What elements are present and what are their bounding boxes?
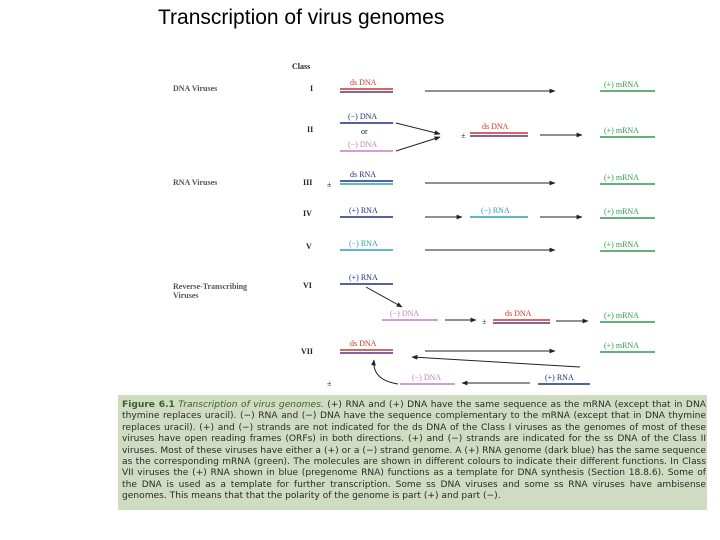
pm-label: ± [482,317,487,326]
mrna-label: (+) mRNA [604,80,639,89]
figure-title: Transcription of virus genomes. [178,400,324,410]
strand-label: (+) RNA [545,373,574,382]
or-label: or [361,127,368,136]
figure-caption: Figure 6.1 Transcription of virus genome… [122,400,706,503]
strand-label: (+) RNA [349,273,378,282]
mrna-label: (+) mRNA [604,173,639,182]
arrow [395,122,441,136]
class-2-row: (−) DNA or (−) DNA ± ds DNA (+) mRNA [340,112,655,152]
caption-body: (+) RNA and (+) DNA have the same sequen… [122,400,706,502]
strand-label: (−) DNA [412,373,441,382]
strand-label: ds DNA [505,309,532,318]
mrna-label: (+) mRNA [604,207,639,216]
pm-label: ± [327,379,332,388]
class-label-7: VII [301,347,313,356]
arrow [395,136,441,152]
class-header: Class [292,62,310,71]
class-4-row: (+) RNA (−) RNA (+) mRNA [340,206,655,220]
strand-label: (−) RNA [481,206,510,215]
caption-box [118,395,707,510]
strand-label: (−) RNA [349,239,378,248]
class-label-4: IV [303,209,312,218]
strand-label: ds DNA [350,78,377,87]
strand-label: ds DNA [350,339,377,348]
group-rt-viruses-line1: Reverse-Transcribing [173,282,247,291]
mrna-label: (+) mRNA [604,341,639,350]
class-label-3: III [303,178,312,187]
arrow [411,354,581,368]
slide-title: Transcription of virus genomes [158,6,445,29]
mrna-label: (+) mRNA [604,311,639,320]
arrow [365,286,403,308]
pm-label: ± [327,180,332,189]
class-7-row: ds DNA (+) mRNA (+) RNA (−) DNA ± [327,339,655,388]
strand-label: ds DNA [482,122,509,131]
strand-label: (−) DNA [348,112,377,121]
class-5-row: (−) RNA (+) mRNA [340,239,655,253]
class-label-6: VI [303,281,312,290]
strand-label: ds RNA [350,170,376,179]
group-rna-viruses: RNA Viruses [173,178,217,187]
strand-label: (−) DNA [348,140,377,149]
mrna-label: (+) mRNA [604,240,639,249]
class-label-1: I [310,84,313,93]
group-rt-viruses-line2: Viruses [173,291,198,300]
pm-label: ± [461,131,466,140]
arrow [371,359,399,385]
group-dna-viruses: DNA Viruses [173,84,217,93]
class-label-2: II [307,125,313,134]
class-6-row: (+) RNA (−) DNA ± ds DNA (+) mRNA [340,273,655,326]
class-1-row: ds DNA (+) mRNA [340,78,655,94]
figure-number: Figure 6.1 [122,400,175,410]
mrna-label: (+) mRNA [604,126,639,135]
strand-label: (−) DNA [390,309,419,318]
class-label-5: V [306,242,312,251]
class-3-row: ds RNA ± (+) mRNA [327,170,655,189]
strand-label: (+) RNA [349,206,378,215]
